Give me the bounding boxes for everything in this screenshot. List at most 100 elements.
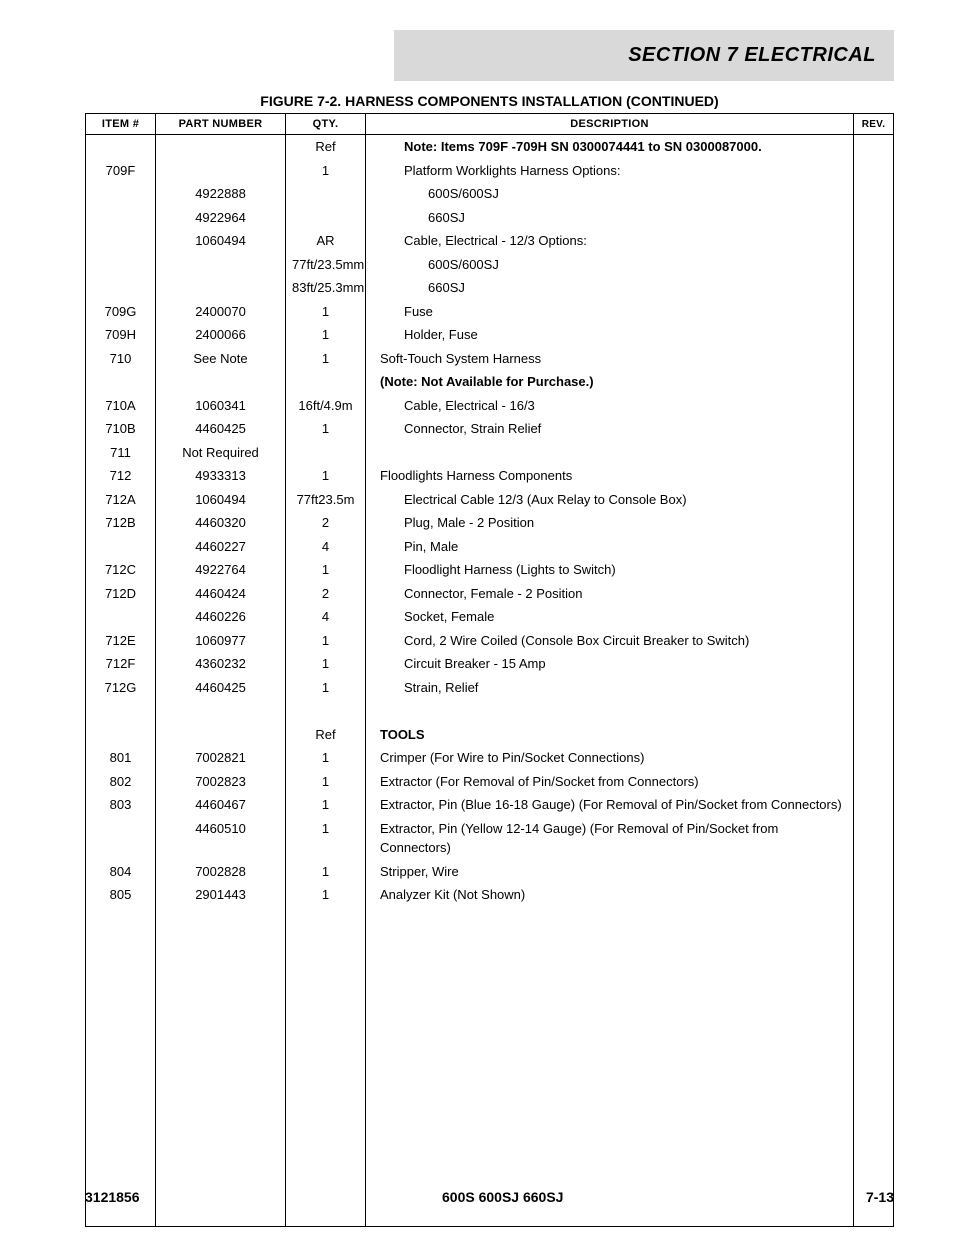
cell-desc: Extractor (For Removal of Pin/Socket fro… [366,770,854,794]
cell-desc: Strain, Relief [366,676,854,700]
cell-rev [854,511,894,535]
cell-part [156,159,286,183]
cell-qty: 1 [286,347,366,371]
table-row: 80529014431Analyzer Kit (Not Shown) [86,883,894,907]
cell-item [86,535,156,559]
cell-rev [854,605,894,629]
cell-qty: 77ft23.5m [286,488,366,512]
cell-rev [854,817,894,860]
cell-rev [854,182,894,206]
cell-rev [854,394,894,418]
cell-qty: 1 [286,558,366,582]
section-title: SECTION 7 ELECTRICAL [394,30,894,81]
table-row: 712C49227641Floodlight Harness (Lights t… [86,558,894,582]
cell-qty: 16ft/4.9m [286,394,366,418]
cell-desc: Note: Items 709F -709H SN 0300074441 to … [366,135,854,159]
cell-item: 803 [86,793,156,817]
col-part-header: Part Number [156,114,286,135]
table-row: 80270028231Extractor (For Removal of Pin… [86,770,894,794]
table-row: 4922964 660SJ [86,206,894,230]
table-row [86,699,894,723]
cell-qty: 1 [286,676,366,700]
cell-item: 709G [86,300,156,324]
table-filler-row [86,907,894,1227]
cell-item [86,370,156,394]
cell-desc: Connector, Female - 2 Position [366,582,854,606]
cell-part [156,253,286,277]
cell-rev [854,488,894,512]
table-row: 1060494ARCable, Electrical - 12/3 Option… [86,229,894,253]
cell-desc: (Note: Not Available for Purchase.) [366,370,854,394]
cell-desc: Analyzer Kit (Not Shown) [366,883,854,907]
table-row: 710A106034116ft/4.9mCable, Electrical - … [86,394,894,418]
cell-part: 4460425 [156,417,286,441]
cell-item: 710A [86,394,156,418]
cell-rev [854,582,894,606]
table-body: RefNote: Items 709F -709H SN 0300074441 … [86,135,894,1227]
cell-desc: Floodlights Harness Components [366,464,854,488]
cell-part: 1060977 [156,629,286,653]
cell-item: 710B [86,417,156,441]
cell-desc: Cable, Electrical - 12/3 Options: [366,229,854,253]
cell-qty: 1 [286,883,366,907]
cell-rev [854,323,894,347]
cell-qty [286,182,366,206]
cell-rev [854,276,894,300]
cell-rev [854,417,894,441]
cell-part: 4360232 [156,652,286,676]
cell-item: 804 [86,860,156,884]
cell-qty: Ref [286,135,366,159]
cell-qty: 2 [286,582,366,606]
cell-part: 7002821 [156,746,286,770]
cell-item [86,206,156,230]
cell-item [86,229,156,253]
cell-rev [854,206,894,230]
cell-desc: Cable, Electrical - 16/3 [366,394,854,418]
cell-desc: 660SJ [366,276,854,300]
table-row: 80470028281Stripper, Wire [86,860,894,884]
cell-item: 712F [86,652,156,676]
cell-qty: Ref [286,723,366,747]
cell-qty [286,441,366,465]
col-desc-header: Description [366,114,854,135]
table-row: 709F1Platform Worklights Harness Options… [86,159,894,183]
cell-desc: Holder, Fuse [366,323,854,347]
cell-desc: 600S/600SJ [366,253,854,277]
table-row: 71249333131Floodlights Harness Component… [86,464,894,488]
cell-qty: 1 [286,770,366,794]
table-row: 44605101Extractor, Pin (Yellow 12-14 Gau… [86,817,894,860]
cell-desc: 660SJ [366,206,854,230]
table-row: 709G24000701Fuse [86,300,894,324]
table-row: 80170028211Crimper (For Wire to Pin/Sock… [86,746,894,770]
cell-desc: Plug, Male - 2 Position [366,511,854,535]
cell-part: 4922964 [156,206,286,230]
cell-part: 2400066 [156,323,286,347]
cell-desc: Pin, Male [366,535,854,559]
cell-part: 1060494 [156,229,286,253]
cell-rev [854,347,894,371]
table-row: 44602264Socket, Female [86,605,894,629]
cell-part [156,276,286,300]
cell-part: 4460510 [156,817,286,860]
cell-desc: Extractor, Pin (Yellow 12-14 Gauge) (For… [366,817,854,860]
col-qty-header: QTY. [286,114,366,135]
cell-part: See Note [156,347,286,371]
cell-qty [286,370,366,394]
cell-item [86,605,156,629]
cell-part: 4460424 [156,582,286,606]
cell-qty: 1 [286,464,366,488]
cell-rev [854,652,894,676]
cell-qty: 2 [286,511,366,535]
cell-desc: Stripper, Wire [366,860,854,884]
cell-part: 4922764 [156,558,286,582]
table-row: 80344604671Extractor, Pin (Blue 16-18 Ga… [86,793,894,817]
cell-item: 709F [86,159,156,183]
cell-qty: AR [286,229,366,253]
cell-part: 4460425 [156,676,286,700]
cell-rev [854,770,894,794]
cell-rev [854,464,894,488]
cell-part [156,135,286,159]
cell-qty: 1 [286,629,366,653]
page-footer: 3121856 600S 600SJ 660SJ 7-13 [85,1189,894,1205]
table-row: 709H24000661Holder, Fuse [86,323,894,347]
